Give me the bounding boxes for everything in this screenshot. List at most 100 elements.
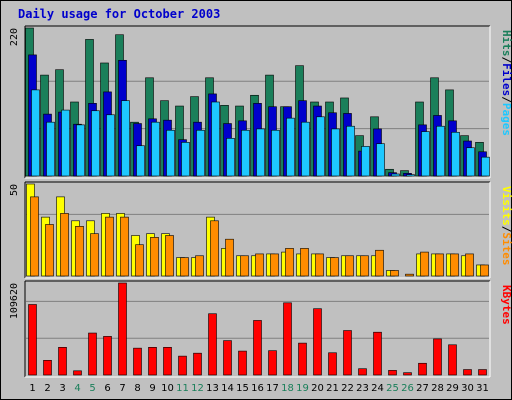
bar-kbytes-day-5 bbox=[88, 332, 97, 376]
bar-pages-day-4 bbox=[76, 124, 85, 177]
legend-pages: Pages bbox=[500, 103, 512, 136]
panel-2-ymax-label: 109620 bbox=[9, 283, 20, 319]
x-tick-label-day-23: 23 bbox=[356, 383, 369, 394]
bar-pages-day-23 bbox=[361, 146, 370, 177]
bar-kbytes-day-16 bbox=[253, 320, 262, 376]
legend-visits: Visits bbox=[500, 186, 512, 226]
bar-pages-day-10 bbox=[166, 129, 175, 177]
bar-sites-day-30 bbox=[465, 253, 474, 277]
x-tick-label-day-21: 21 bbox=[326, 383, 339, 394]
bar-sites-day-29 bbox=[450, 253, 459, 277]
bar-sites-day-16 bbox=[255, 253, 264, 277]
bar-kbytes-day-30 bbox=[463, 369, 472, 376]
x-tick-label-day-7: 7 bbox=[119, 383, 125, 394]
bar-kbytes-day-21 bbox=[328, 352, 337, 376]
bar-pages-day-6 bbox=[106, 114, 115, 177]
bar-kbytes-day-31 bbox=[478, 369, 487, 376]
bar-kbytes-day-17 bbox=[268, 350, 277, 376]
x-tick-label-day-18: 18 bbox=[281, 383, 294, 394]
bar-kbytes-day-6 bbox=[103, 336, 112, 376]
x-tick-label-day-24: 24 bbox=[371, 383, 384, 394]
bar-sites-day-7 bbox=[120, 216, 129, 277]
bar-pages-day-15 bbox=[241, 129, 250, 177]
bar-pages-day-9 bbox=[151, 121, 160, 177]
bar-kbytes-day-7 bbox=[118, 282, 127, 376]
x-tick-label-day-6: 6 bbox=[104, 383, 110, 394]
x-tick-label-day-31: 31 bbox=[476, 383, 489, 394]
bar-kbytes-day-8 bbox=[133, 347, 142, 376]
x-tick-label-day-25: 25 bbox=[386, 383, 399, 394]
bar-kbytes-day-3 bbox=[58, 347, 67, 376]
legend-separator: / bbox=[500, 226, 512, 233]
bar-sites-day-31 bbox=[480, 264, 489, 277]
bar-pages-day-24 bbox=[376, 143, 385, 177]
bar-kbytes-day-27 bbox=[418, 362, 427, 376]
bar-sites-day-22 bbox=[345, 255, 354, 277]
bar-pages-day-27 bbox=[421, 131, 430, 177]
chart-title: Daily usage for October 2003 bbox=[18, 7, 221, 21]
bar-sites-day-18 bbox=[285, 248, 294, 277]
bar-pages-day-18 bbox=[286, 117, 295, 177]
bar-pages-day-11 bbox=[181, 142, 190, 177]
bar-kbytes-day-28 bbox=[433, 338, 442, 376]
x-tick-label-day-5: 5 bbox=[89, 383, 95, 394]
x-tick-label-day-2: 2 bbox=[44, 383, 50, 394]
x-tick-label-day-15: 15 bbox=[236, 383, 249, 394]
bar-kbytes-day-25 bbox=[388, 370, 397, 376]
bar-kbytes-day-26 bbox=[403, 372, 412, 376]
bar-pages-day-22 bbox=[346, 125, 355, 177]
bar-pages-day-25 bbox=[391, 173, 400, 177]
x-tick-label-day-3: 3 bbox=[59, 383, 65, 394]
x-tick-label-day-13: 13 bbox=[206, 383, 219, 394]
bar-kbytes-day-12 bbox=[193, 352, 202, 376]
x-tick-label-day-27: 27 bbox=[416, 383, 429, 394]
bar-sites-day-15 bbox=[240, 255, 249, 277]
bar-sites-day-1 bbox=[30, 196, 39, 277]
bar-pages-day-26 bbox=[406, 174, 415, 177]
x-tick-label-day-20: 20 bbox=[311, 383, 324, 394]
bar-sites-day-25 bbox=[390, 270, 399, 277]
bar-pages-day-30 bbox=[466, 147, 475, 177]
bar-kbytes-day-1 bbox=[28, 304, 37, 376]
bar-sites-day-28 bbox=[435, 253, 444, 277]
bar-sites-day-4 bbox=[75, 226, 84, 277]
x-tick-label-day-16: 16 bbox=[251, 383, 264, 394]
bar-kbytes-day-14 bbox=[223, 340, 232, 376]
x-tick-label-day-30: 30 bbox=[461, 383, 474, 394]
bar-sites-day-19 bbox=[300, 248, 309, 277]
bar-sites-day-26 bbox=[405, 273, 414, 277]
bar-kbytes-day-29 bbox=[448, 344, 457, 376]
x-tick-label-day-12: 12 bbox=[191, 383, 204, 394]
panel-2-legend: KBytes bbox=[500, 285, 512, 325]
bar-sites-day-27 bbox=[420, 251, 429, 277]
bar-kbytes-day-10 bbox=[163, 347, 172, 376]
bar-kbytes-day-18 bbox=[283, 302, 292, 376]
x-tick-label-day-11: 11 bbox=[176, 383, 189, 394]
panel-0-ymax-label: 220 bbox=[9, 28, 20, 46]
panel-1-ymax-label: 50 bbox=[9, 184, 20, 196]
bar-pages-day-2 bbox=[46, 121, 55, 177]
bar-kbytes-day-13 bbox=[208, 313, 217, 376]
bar-kbytes-day-22 bbox=[343, 330, 352, 376]
bar-sites-day-8 bbox=[135, 244, 144, 277]
legend-separator: / bbox=[500, 57, 512, 64]
bar-pages-day-1 bbox=[31, 89, 40, 177]
panel-0-legend: Hits/Files/Pages bbox=[500, 30, 512, 136]
bar-sites-day-11 bbox=[180, 257, 189, 277]
bar-kbytes-day-24 bbox=[373, 331, 382, 376]
bar-sites-day-12 bbox=[195, 255, 204, 277]
bar-pages-day-16 bbox=[256, 128, 265, 177]
x-tick-label-day-26: 26 bbox=[401, 383, 414, 394]
bar-kbytes-day-2 bbox=[43, 360, 52, 376]
bar-pages-day-12 bbox=[196, 129, 205, 177]
legend-hits: Hits bbox=[500, 30, 512, 57]
bar-pages-day-7 bbox=[121, 100, 130, 177]
bar-sites-day-9 bbox=[150, 237, 159, 277]
bar-sites-day-17 bbox=[270, 253, 279, 277]
x-tick-label-day-9: 9 bbox=[149, 383, 155, 394]
bar-pages-day-31 bbox=[481, 156, 490, 177]
bar-sites-day-21 bbox=[330, 257, 339, 277]
bar-pages-day-14 bbox=[226, 138, 235, 177]
x-tick-label-day-17: 17 bbox=[266, 383, 279, 394]
